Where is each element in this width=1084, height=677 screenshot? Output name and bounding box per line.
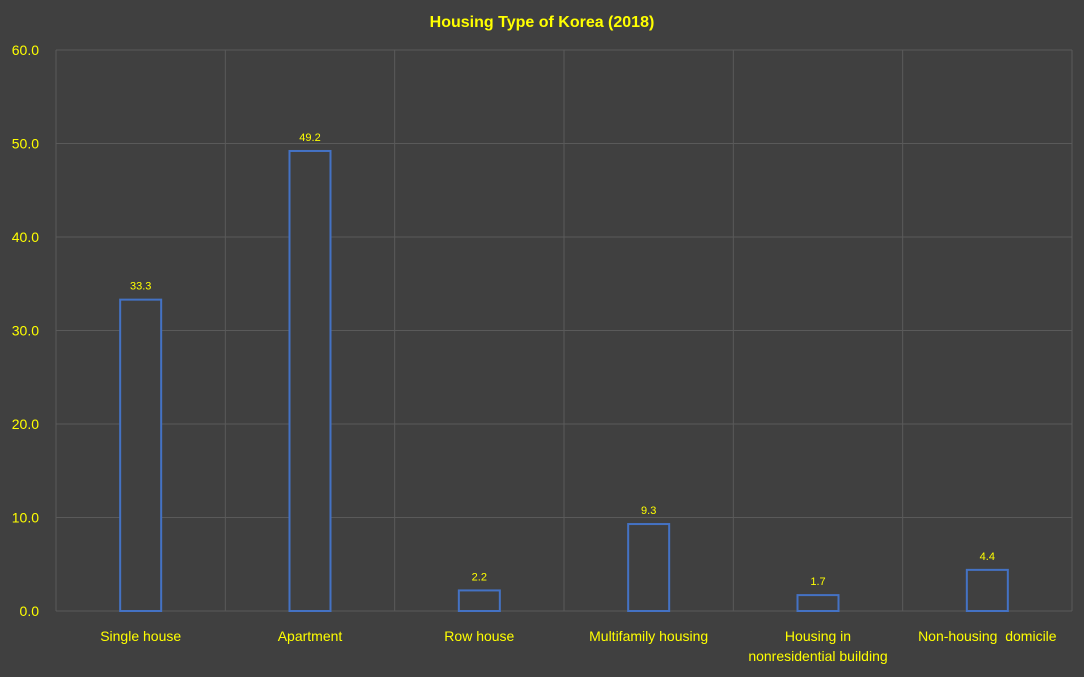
- y-tick-label: 60.0: [12, 42, 39, 58]
- y-tick-label: 10.0: [12, 510, 39, 526]
- bar: [457, 589, 501, 612]
- x-category-label: Housing in nonresidential building: [748, 628, 887, 664]
- x-category-label: Row house: [444, 628, 514, 644]
- y-tick-label: 40.0: [12, 229, 39, 245]
- x-category-label: Apartment: [278, 628, 343, 644]
- x-axis-categories: Single house Apartment Row house Multifamil…: [100, 628, 1057, 664]
- data-label: 1.7: [810, 576, 825, 588]
- y-tick-label: 20.0: [12, 416, 39, 432]
- data-label: 33.3: [130, 281, 151, 293]
- y-tick-label: 0.0: [20, 603, 40, 619]
- bar: [627, 523, 671, 612]
- x-category-label: Single house: [100, 628, 181, 644]
- y-axis-ticks: 0.0 10.0 20.0 30.0 40.0 50.0 60.0: [12, 42, 39, 619]
- bar: [288, 149, 332, 612]
- x-category-label: Non-housing domicile: [918, 628, 1057, 644]
- y-tick-label: 30.0: [12, 323, 39, 339]
- data-label: 2.2: [472, 571, 487, 583]
- x-category-label: Multifamily housing: [589, 628, 708, 644]
- data-labels: 33.3 49.2 2.2 9.3 1.7 4.4: [130, 132, 995, 588]
- bar: [796, 594, 840, 612]
- bar: [119, 298, 163, 612]
- y-tick-label: 50.0: [12, 136, 39, 152]
- data-label: 49.2: [299, 132, 320, 144]
- chart-title: Housing Type of Korea (2018): [430, 14, 655, 31]
- data-label: 9.3: [641, 505, 656, 517]
- data-label: 4.4: [980, 551, 995, 563]
- bars: [119, 149, 1009, 612]
- bar: [965, 568, 1009, 612]
- gridlines: [55, 49, 1073, 612]
